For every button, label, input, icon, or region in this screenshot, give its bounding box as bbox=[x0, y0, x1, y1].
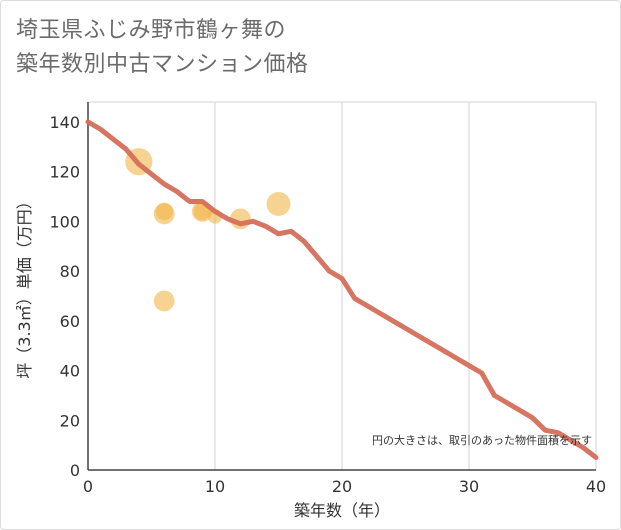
x-axis-label: 築年数（年） bbox=[294, 501, 390, 520]
grid bbox=[87, 101, 597, 471]
bubble-point bbox=[153, 290, 175, 312]
x-tick-label: 10 bbox=[205, 477, 225, 496]
y-tick-label: 0 bbox=[70, 461, 80, 480]
labels: 0 10 20 30 40 0 20 40 60 80 100 120 140 築年数（年） 坪（3.3㎡）… bbox=[15, 113, 606, 520]
y-tick-label: 80 bbox=[60, 262, 80, 281]
axes bbox=[87, 102, 596, 471]
trend-line bbox=[85, 119, 599, 461]
y-tick-label: 140 bbox=[49, 113, 80, 132]
y-tick-label: 120 bbox=[49, 163, 80, 182]
y-tick-label: 60 bbox=[60, 312, 80, 331]
x-tick-label: 20 bbox=[332, 477, 352, 496]
y-tick-label: 100 bbox=[49, 212, 80, 231]
bubble-point bbox=[153, 203, 175, 225]
bubble-point bbox=[266, 191, 291, 216]
y-axis-label: 坪（3.3㎡）単価（万円） bbox=[15, 193, 34, 378]
x-tick-label: 0 bbox=[83, 477, 93, 496]
x-tick-label: 30 bbox=[459, 477, 479, 496]
chart-title: 埼玉県ふじみ野市鶴ヶ舞の 築年数別中古マンション価格 bbox=[16, 18, 309, 77]
chart-note: 円の大きさは、取引のあった物件面積を示す bbox=[372, 433, 592, 447]
x-tick-label: 40 bbox=[586, 477, 606, 496]
y-tick-label: 40 bbox=[60, 362, 80, 381]
y-tick-label: 20 bbox=[60, 411, 80, 430]
trend-series bbox=[85, 119, 599, 461]
